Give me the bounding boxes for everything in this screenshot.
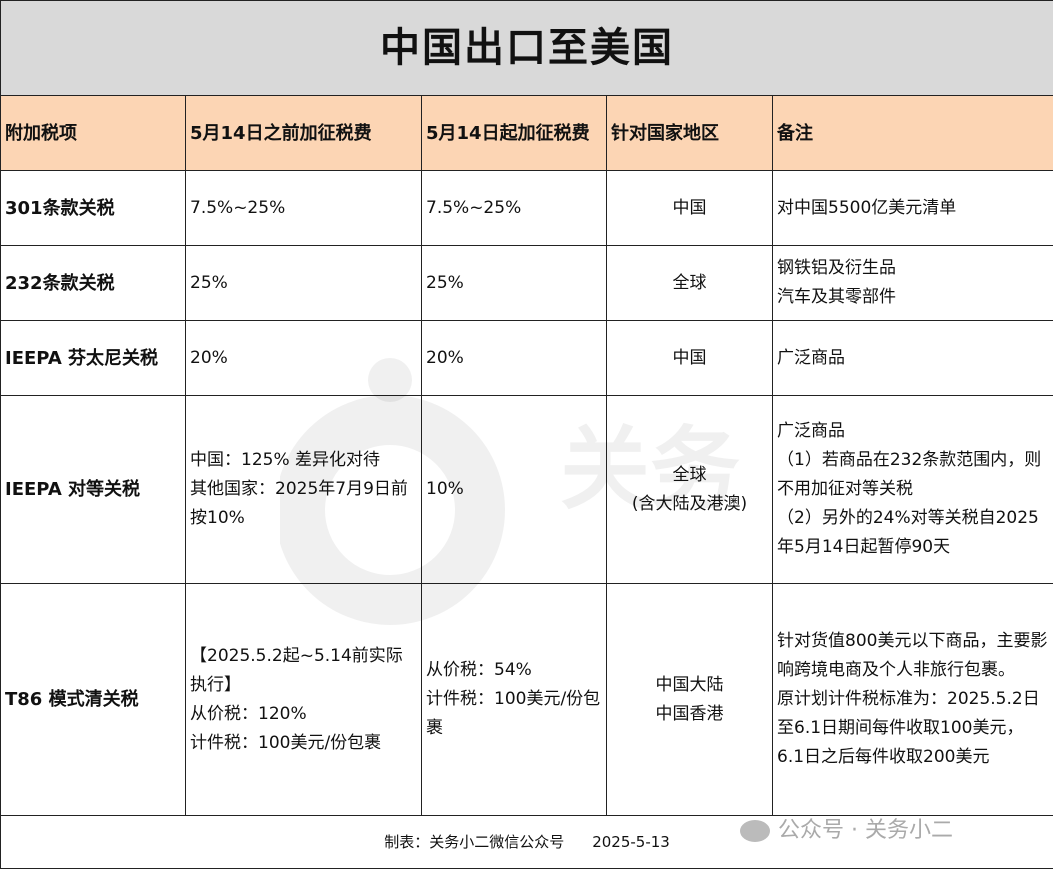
region-cell: 全球 — [606, 245, 773, 321]
after-cell: 20% — [421, 320, 607, 396]
item-cell: IEEPA 芬太尼关税 — [0, 320, 186, 396]
table-row: 301条款关税 7.5%~25% 7.5%~25% 中国 对中国5500亿美元清… — [0, 170, 1053, 246]
item-cell: T86 模式清关税 — [0, 583, 186, 816]
header-cell: 附加税项 — [0, 95, 186, 171]
region-cell: 中国大陆 中国香港 — [606, 583, 773, 816]
table-row: T86 模式清关税 【2025.5.2起~5.14前实际执行】 从价税：120%… — [0, 583, 1053, 816]
footer-maker: 制表：关务小二微信公众号 — [384, 832, 565, 851]
note-cell: 针对货值800美元以下商品，主要影响跨境电商及个人非旅行包裹。 原计划计件税标准… — [771, 583, 1053, 816]
header-cell: 备注 — [771, 95, 1053, 171]
after-cell: 7.5%~25% — [421, 170, 607, 246]
wechat-watermark: 公众号 · 关务小二 — [740, 812, 953, 844]
region-cell: 全球 (含大陆及港澳) — [606, 395, 773, 584]
footer-date: 2025-5-13 — [592, 832, 670, 851]
item-cell: 232条款关税 — [0, 245, 186, 321]
footer: 制表：关务小二微信公众号 2025-5-13 — [0, 815, 1053, 869]
note-cell: 对中国5500亿美元清单 — [771, 170, 1053, 246]
table-row: IEEPA 芬太尼关税 20% 20% 中国 广泛商品 — [0, 320, 1053, 396]
after-cell: 25% — [421, 245, 607, 321]
item-cell: IEEPA 对等关税 — [0, 395, 186, 584]
item-cell: 301条款关税 — [0, 170, 186, 246]
wechat-watermark-text: 公众号 · 关务小二 — [778, 818, 953, 843]
before-cell: 25% — [185, 245, 422, 321]
header-cell: 5月14日之前加征税费 — [185, 95, 422, 171]
header-row: 附加税项 5月14日之前加征税费 5月14日起加征税费 针对国家地区 备注 — [0, 95, 1053, 171]
header-cell: 5月14日起加征税费 — [421, 95, 607, 171]
before-cell: 7.5%~25% — [185, 170, 422, 246]
table-row: IEEPA 对等关税 中国：125% 差异化对待 其他国家：2025年7月9日前… — [0, 395, 1053, 584]
region-cell: 中国 — [606, 170, 773, 246]
page-title: 中国出口至美国 — [0, 0, 1053, 96]
region-cell: 中国 — [606, 320, 773, 396]
before-cell: 中国：125% 差异化对待 其他国家：2025年7月9日前按10% — [185, 395, 422, 584]
header-cell: 针对国家地区 — [606, 95, 773, 171]
before-cell: 20% — [185, 320, 422, 396]
note-cell: 广泛商品 （1）若商品在232条款范围内，则不用加征对等关税 （2）另外的24%… — [771, 395, 1053, 584]
before-cell: 【2025.5.2起~5.14前实际执行】 从价税：120% 计件税：100美元… — [185, 583, 422, 816]
wechat-icon — [740, 820, 770, 842]
note-cell: 钢铁铝及衍生品 汽车及其零部件 — [771, 245, 1053, 321]
table-row: 232条款关税 25% 25% 全球 钢铁铝及衍生品 汽车及其零部件 — [0, 245, 1053, 321]
note-cell: 广泛商品 — [771, 320, 1053, 396]
after-cell: 从价税：54% 计件税：100美元/份包裹 — [421, 583, 607, 816]
after-cell: 10% — [421, 395, 607, 584]
